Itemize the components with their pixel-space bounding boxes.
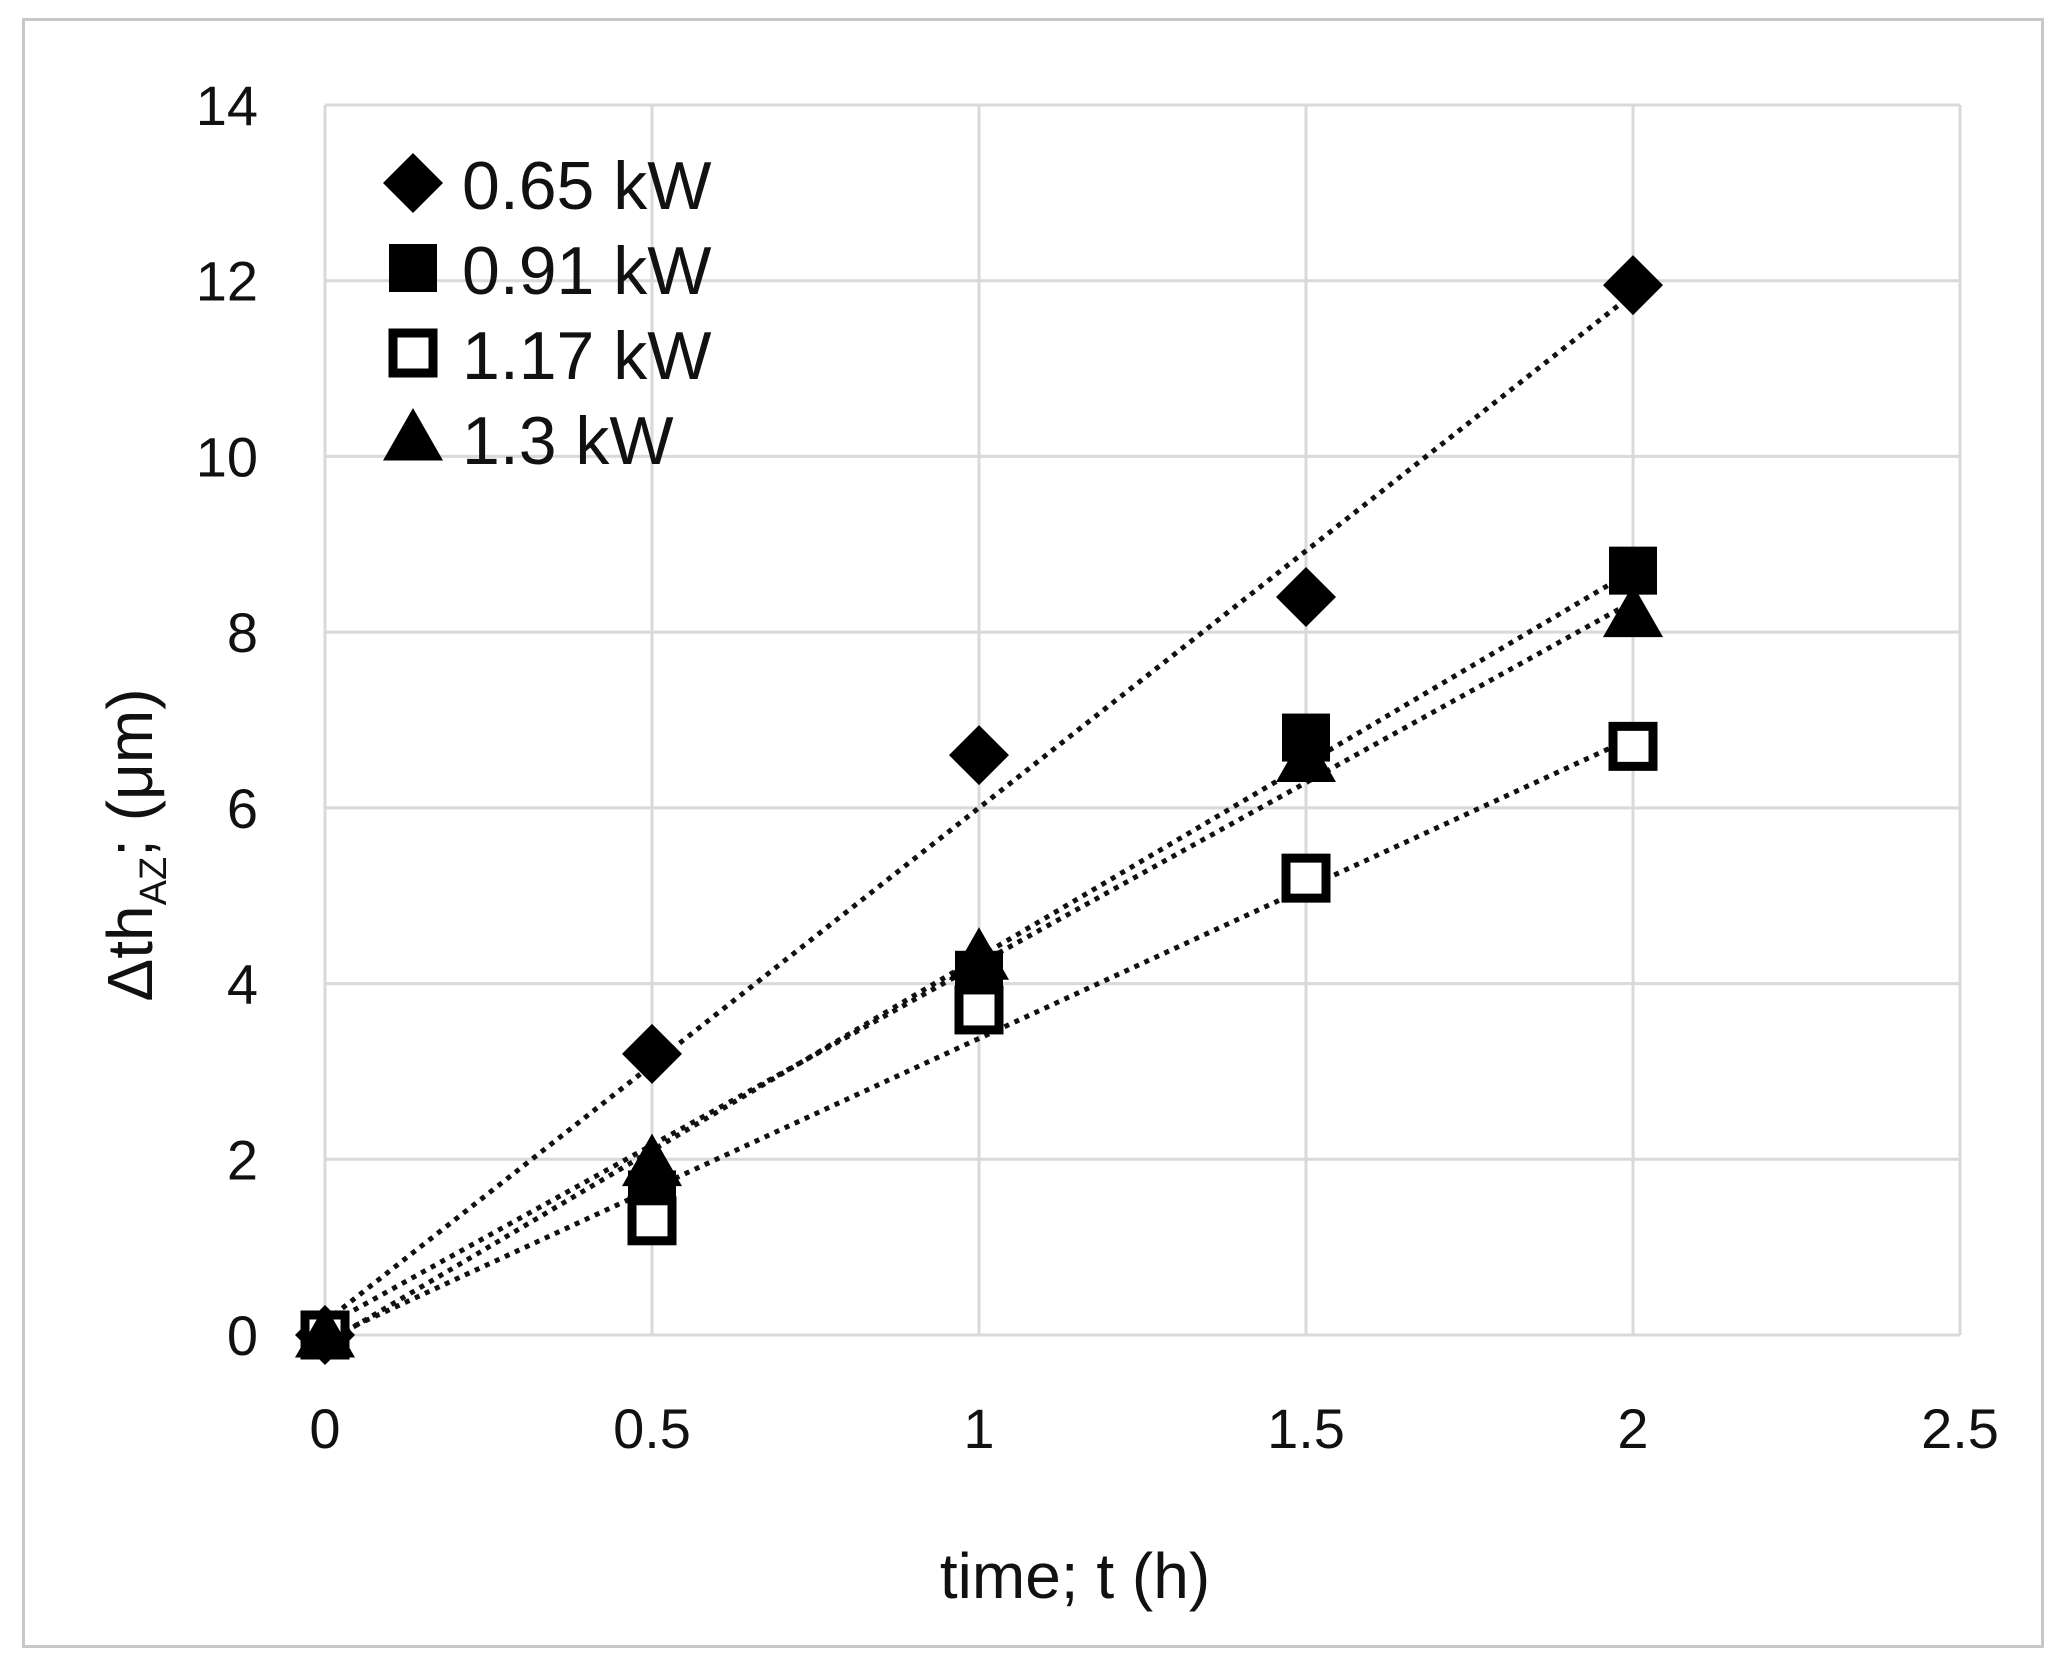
y-tick-label: 14 xyxy=(196,74,258,137)
legend-marker xyxy=(383,408,443,461)
grid xyxy=(323,103,1962,1337)
x-tick-label: 2 xyxy=(1617,1397,1648,1460)
data-point xyxy=(1281,853,1331,903)
x-tick-label: 0 xyxy=(309,1397,340,1460)
y-tick-label: 8 xyxy=(227,601,258,664)
data-point xyxy=(1276,567,1336,627)
y-tick-label: 6 xyxy=(227,777,258,840)
data-markers xyxy=(295,255,1663,1365)
legend-marker xyxy=(388,328,438,378)
data-point xyxy=(954,985,1004,1035)
y-tick-label: 4 xyxy=(227,953,258,1016)
data-point xyxy=(1276,729,1336,783)
legend: 0.65 kW 0.91 kW 1.17 kW 1.3 kW xyxy=(383,148,711,479)
data-point xyxy=(1603,584,1663,638)
x-tick-label: 0.5 xyxy=(613,1397,691,1460)
data-point xyxy=(295,1305,355,1358)
legend-label: 1.3 kW xyxy=(462,403,674,479)
y-axis-title-main: Δth xyxy=(94,905,166,1001)
data-point xyxy=(949,725,1009,786)
legend-label: 0.65 kW xyxy=(462,148,711,224)
data-point xyxy=(622,1133,682,1187)
trendline-0-65-kw xyxy=(323,291,1635,1324)
trendline-1-17-kw xyxy=(323,735,1635,1342)
y-tick-label: 10 xyxy=(196,425,258,488)
y-axis-title: ΔthAZ; (μm) xyxy=(94,688,175,1001)
data-point xyxy=(949,927,1009,980)
x-axis-title: time; t (h) xyxy=(940,1540,1210,1612)
y-tick-label: 2 xyxy=(227,1128,258,1191)
legend-label: 0.91 kW xyxy=(462,233,711,309)
trendline-1-3-kw xyxy=(323,599,1635,1329)
data-point xyxy=(627,1196,677,1246)
x-tick-label: 2.5 xyxy=(1921,1397,1999,1460)
data-point xyxy=(622,1023,682,1084)
legend-marker xyxy=(383,153,443,213)
data-point xyxy=(1603,255,1663,316)
y-axis-title-subscript: AZ xyxy=(133,857,175,906)
y-axis-title-rest: ; (μm) xyxy=(94,688,166,856)
chart-frame xyxy=(22,18,2044,1648)
x-tick-label: 1.5 xyxy=(1267,1397,1345,1460)
data-point xyxy=(1608,721,1658,771)
legend-label: 1.17 kW xyxy=(462,318,711,394)
tick-labels: 0 2 4 6 8 10 12 14 0 0.5 1 1.5 2 2.5 xyxy=(196,74,1999,1460)
legend-marker xyxy=(389,244,437,292)
y-tick-label: 12 xyxy=(196,250,258,313)
x-tick-label: 1 xyxy=(963,1397,994,1460)
y-tick-label: 0 xyxy=(227,1304,258,1367)
